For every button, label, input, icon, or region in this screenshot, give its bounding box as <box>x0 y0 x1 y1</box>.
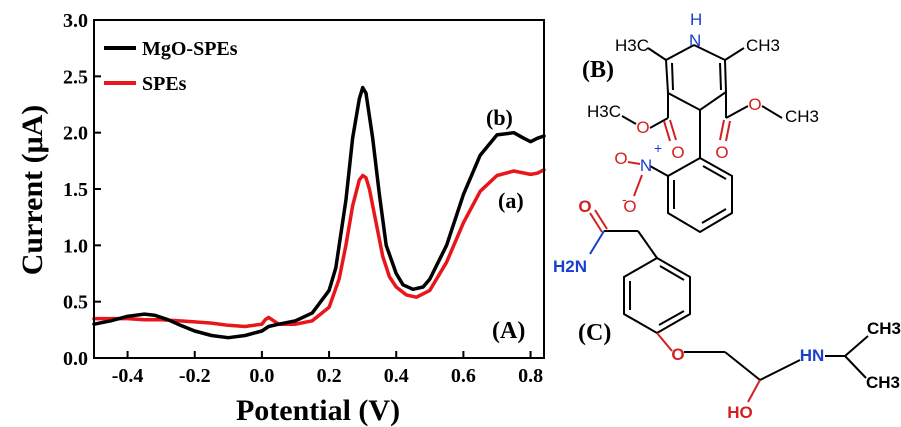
atom-n-top: N <box>689 31 701 50</box>
bond <box>702 165 727 180</box>
y-tick-label: 0.5 <box>63 292 88 314</box>
y-tick-label: 0.0 <box>63 348 88 370</box>
bond <box>659 265 685 281</box>
atom-amide-o: O <box>578 197 591 216</box>
y-axis-label: Current (μA) <box>16 105 49 276</box>
atom-ch3-left: H3C <box>615 36 649 55</box>
bond <box>633 174 643 197</box>
atom-nh-h: H <box>690 10 702 29</box>
y-tick-label: 1.0 <box>63 235 88 257</box>
bond <box>637 230 658 259</box>
legend-label-spes: SPEs <box>142 73 187 95</box>
atom-ch3-ester-left: H3C <box>587 102 621 121</box>
atenolol-structure: (C) O H2N O HN CH3 CH3 HO <box>553 197 901 422</box>
bond <box>669 119 677 141</box>
atom-nitro-charge-o: - <box>622 191 627 207</box>
atom-ch3-top: CH3 <box>867 319 901 338</box>
bond <box>724 351 761 381</box>
x-axis-label: Potential (V) <box>236 394 400 427</box>
x-tick-label: 0.8 <box>518 365 543 387</box>
x-ticks: -0.4 -0.2 0.0 0.2 0.4 0.6 0.8 <box>112 351 543 387</box>
x-tick-label: 0.6 <box>451 365 476 387</box>
bond <box>663 120 671 142</box>
bond <box>649 165 669 177</box>
bond <box>589 230 605 255</box>
dhp-ring <box>664 44 728 112</box>
panel-label-b: (B) <box>582 57 614 83</box>
series-line-spes <box>92 168 546 329</box>
bond <box>649 117 669 129</box>
legend-label-mgo-spes: MgO-SPEs <box>142 38 238 60</box>
atom-o-right-ester: O <box>748 95 761 114</box>
voltammogram-chart: Current (μA) Potential (V) 0.0 0.5 1.0 1.5 2… <box>16 10 546 427</box>
bond <box>701 208 727 224</box>
bond <box>594 209 608 230</box>
atom-ch3-bottom: CH3 <box>866 373 900 392</box>
atom-o-left-ester: O <box>636 118 649 137</box>
bond <box>621 115 637 125</box>
series-line-mgo-spes <box>92 85 546 340</box>
panel-label-a: (A) <box>492 318 525 344</box>
bond <box>724 47 745 61</box>
atom-nitro-n: N <box>640 156 652 175</box>
nifedipine-structure: (B) H N H3C CH3 <box>582 10 819 234</box>
atom-nitro-charge: + <box>654 140 662 156</box>
plot-frame <box>93 19 545 359</box>
bond <box>589 212 603 233</box>
bond <box>844 335 869 357</box>
atom-amide-n: H2N <box>553 257 587 276</box>
x-tick-label: 0.0 <box>249 365 274 387</box>
curve-label-b: (b) <box>486 105 513 130</box>
atom-hydroxyl: HO <box>727 403 753 422</box>
x-tick-label: 0.2 <box>317 365 342 387</box>
curve-label-a: (a) <box>498 188 524 213</box>
y-ticks: 0.0 0.5 1.0 1.5 2.0 2.5 3.0 <box>63 10 101 370</box>
legend: MgO-SPEs SPEs <box>104 38 238 95</box>
bond <box>725 120 731 142</box>
phenyl-ring-c <box>623 256 691 335</box>
bond <box>647 47 667 61</box>
phenyl-ring-b <box>667 156 733 234</box>
x-tick-label: -0.4 <box>112 365 144 387</box>
bond <box>627 161 641 165</box>
y-tick-label: 2.5 <box>63 66 88 88</box>
x-tick-label: -0.2 <box>179 365 211 387</box>
bond <box>844 355 867 379</box>
atom-nitro-o1: O <box>614 149 627 168</box>
bond <box>725 105 749 119</box>
bond <box>759 359 801 381</box>
series-lines <box>92 85 546 340</box>
atom-ch3-ester-right: CH3 <box>785 107 819 126</box>
bond <box>719 62 722 91</box>
atom-amine: HN <box>800 346 825 365</box>
y-tick-label: 1.5 <box>63 179 88 201</box>
atom-nitro-o2: O <box>623 197 636 216</box>
bond <box>747 379 761 403</box>
y-tick-label: 3.0 <box>63 10 88 32</box>
y-tick-label: 2.0 <box>63 123 88 145</box>
atom-o-right-carbonyl: O <box>715 143 728 162</box>
atom-o-left-carbonyl: O <box>671 143 684 162</box>
x-tick-label: 0.4 <box>384 365 409 387</box>
bond <box>656 332 673 352</box>
bond <box>658 310 685 326</box>
atom-ether-o: O <box>671 345 684 364</box>
bond <box>671 62 674 91</box>
bond <box>719 119 725 141</box>
atom-ch3-right: CH3 <box>746 36 780 55</box>
panel-label-c: (C) <box>578 320 611 346</box>
bond <box>761 105 783 119</box>
